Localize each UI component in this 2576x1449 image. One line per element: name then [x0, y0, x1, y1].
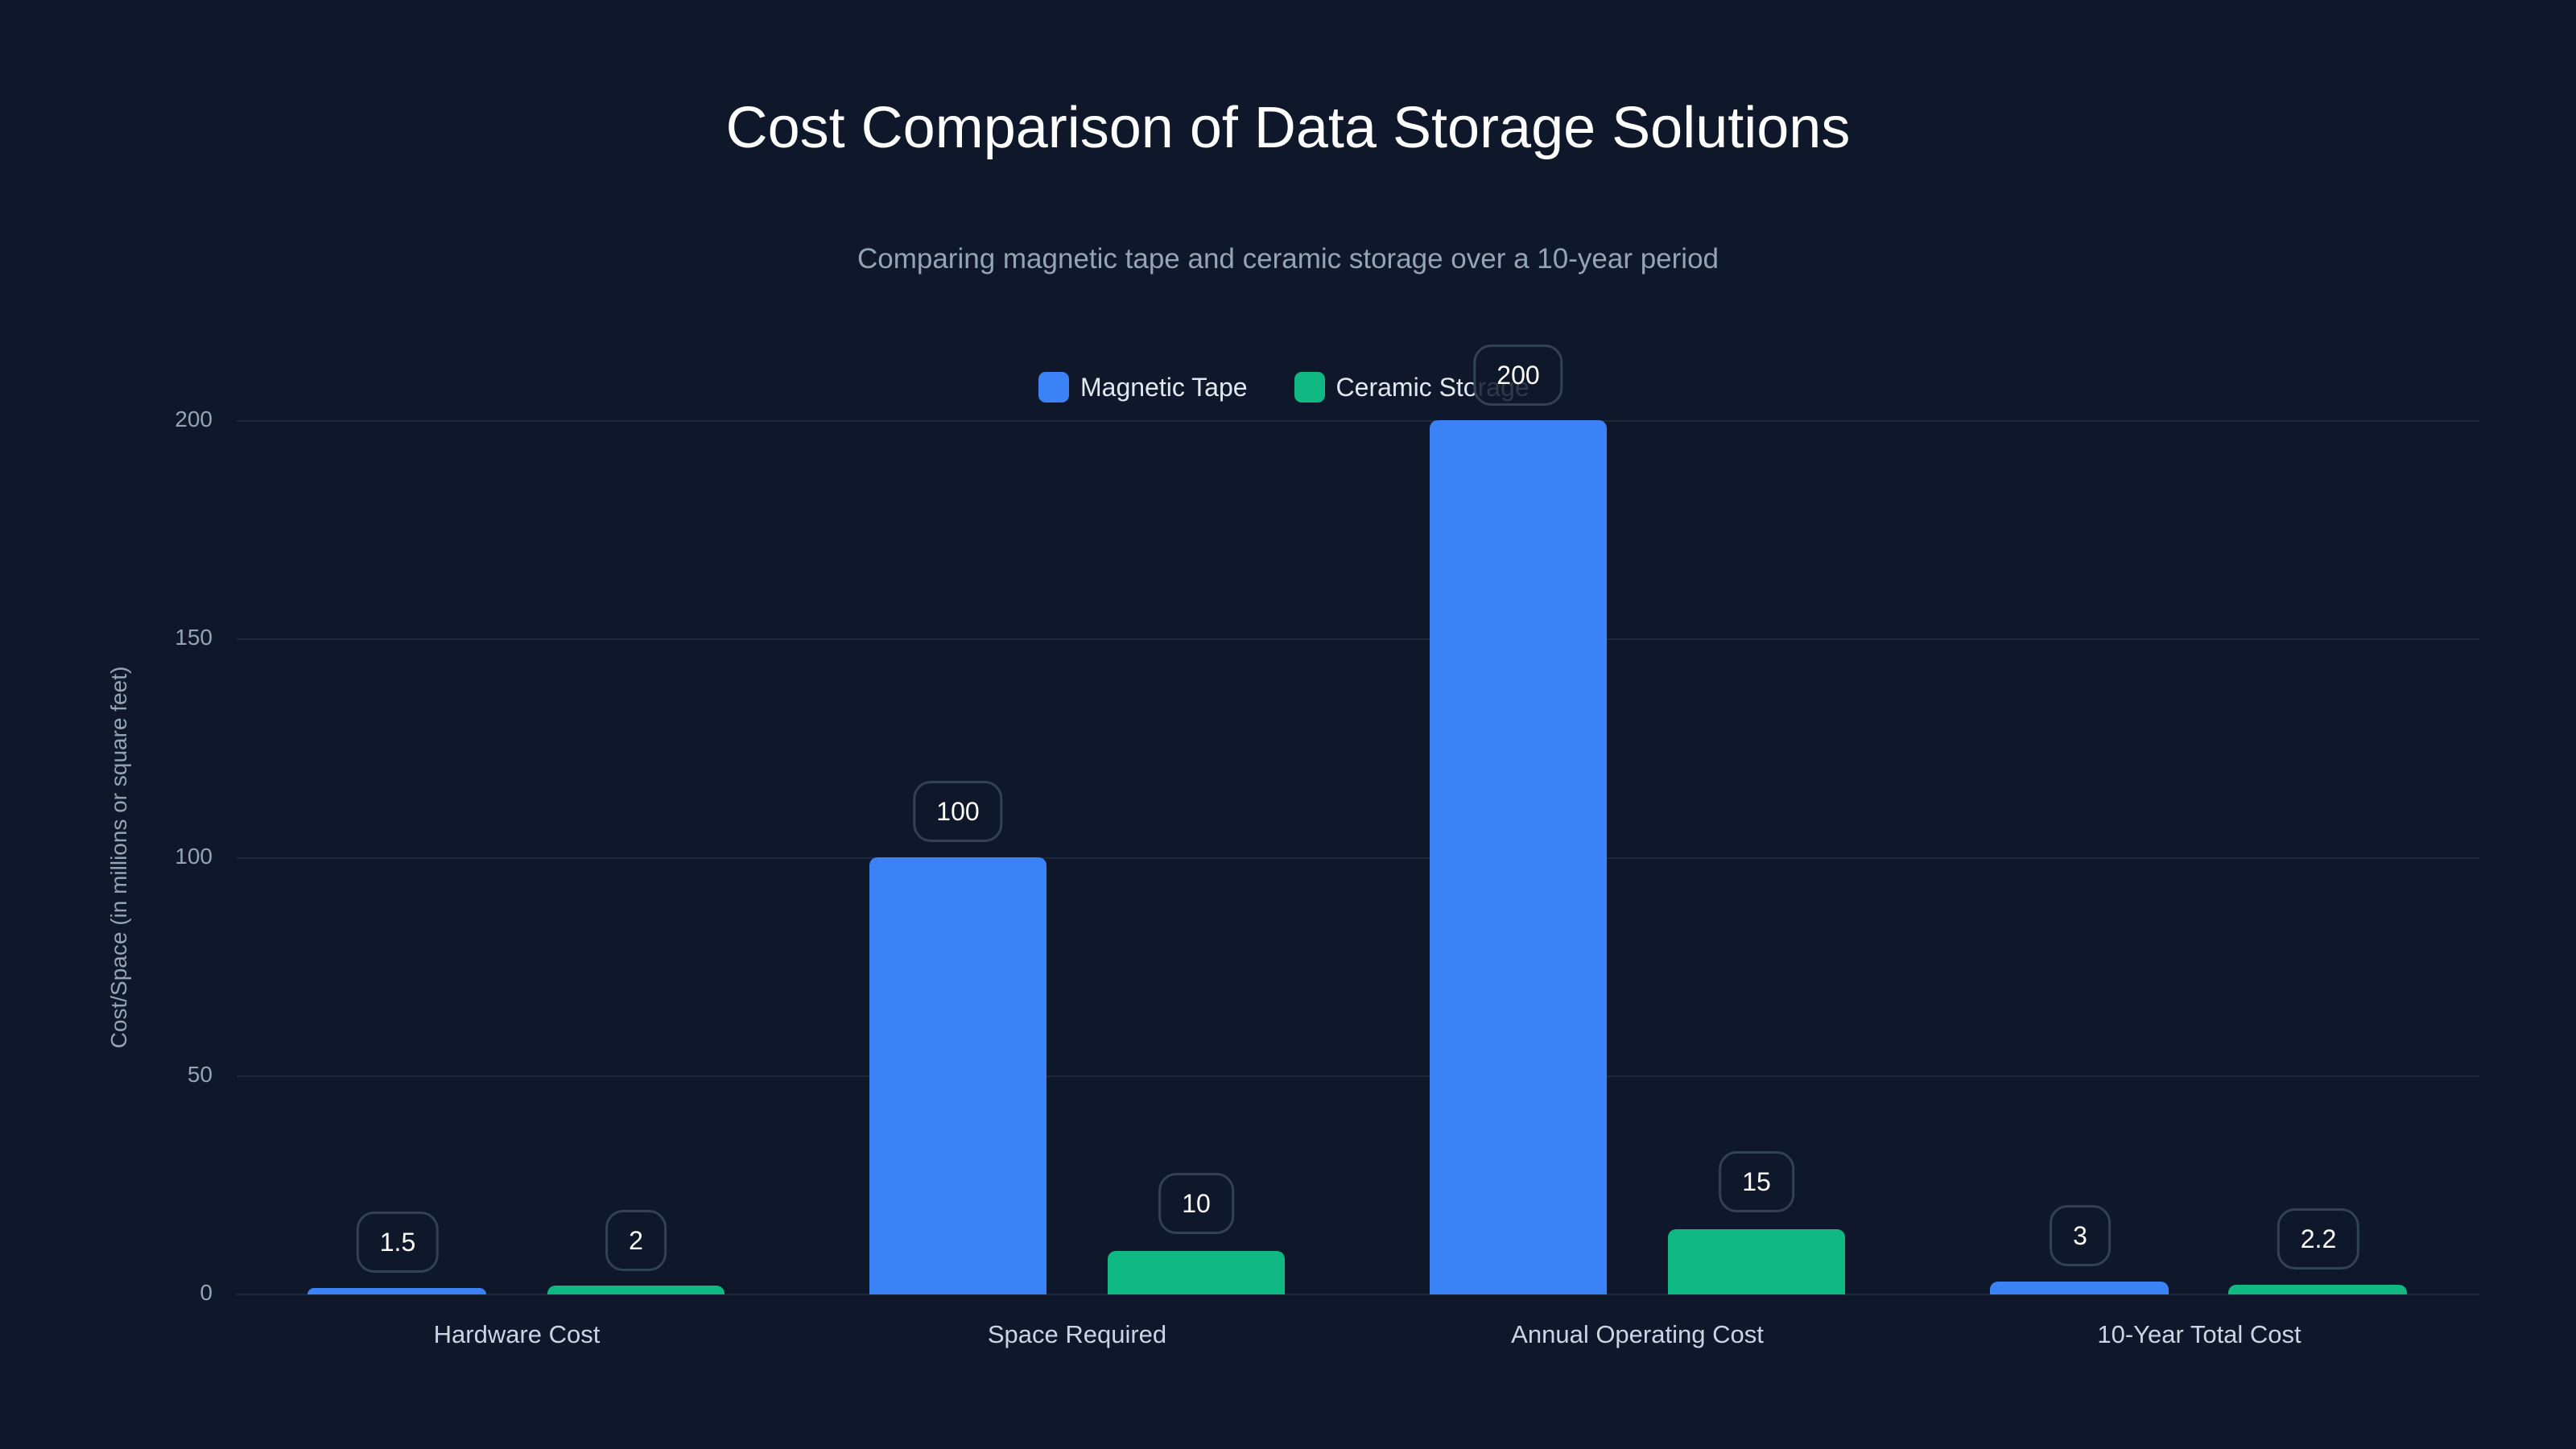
y-tick-200: 200 [175, 407, 213, 431]
legend-swatch-green-icon [1294, 372, 1325, 402]
y-tick-50: 50 [187, 1062, 213, 1087]
data-label: 15 [1719, 1151, 1794, 1212]
data-label: 2.2 [2277, 1208, 2360, 1269]
data-label: 1.5 [356, 1212, 440, 1273]
x-tick-space-required: Space Required [987, 1320, 1167, 1348]
x-tick-hardware-cost: Hardware Cost [433, 1320, 601, 1348]
bar-space-magnetic-tape[interactable] [869, 857, 1046, 1294]
plot-area: 200 150 100 50 0 1.5 2 100 10 200 15 3 2… [175, 345, 2479, 1305]
gridline-50 [237, 1075, 2479, 1077]
bar-annual-magnetic-tape[interactable] [1430, 420, 1607, 1294]
y-tick-150: 150 [175, 625, 213, 650]
legend-swatch-blue-icon [1038, 372, 1069, 402]
gridline-0 [237, 1294, 2479, 1295]
data-label: 2 [605, 1210, 667, 1271]
data-label: 3 [2050, 1205, 2111, 1266]
bar-total-ceramic-storage[interactable] [2228, 1285, 2407, 1294]
legend-item-magnetic-tape[interactable]: Magnetic Tape [1038, 372, 1248, 402]
y-tick-100: 100 [175, 844, 213, 869]
chart-title: Cost Comparison of Data Storage Solution… [725, 96, 1851, 160]
x-tick-10-year-total-cost: 10-Year Total Cost [2097, 1320, 2301, 1348]
gridline-100 [237, 857, 2479, 859]
x-tick-annual-operating-cost: Annual Operating Cost [1511, 1320, 1764, 1348]
y-axis-label: Cost/Space (in millions or square feet) [106, 666, 131, 1049]
bar-annual-ceramic-storage[interactable] [1668, 1229, 1845, 1294]
y-tick-0: 0 [200, 1280, 213, 1305]
data-label: 200 [1473, 345, 1563, 406]
bar-hardware-magnetic-tape[interactable] [308, 1288, 486, 1294]
bar-total-magnetic-tape[interactable] [1990, 1282, 2169, 1294]
chart-subtitle: Comparing magnetic tape and ceramic stor… [857, 243, 1719, 275]
data-label: 10 [1158, 1173, 1234, 1234]
data-label: 100 [913, 781, 1003, 842]
bar-hardware-ceramic-storage[interactable] [547, 1286, 724, 1294]
legend-label: Magnetic Tape [1080, 372, 1248, 402]
gridline-150 [237, 638, 2479, 640]
bar-space-ceramic-storage[interactable] [1108, 1251, 1285, 1294]
gridline-200 [237, 420, 2479, 422]
